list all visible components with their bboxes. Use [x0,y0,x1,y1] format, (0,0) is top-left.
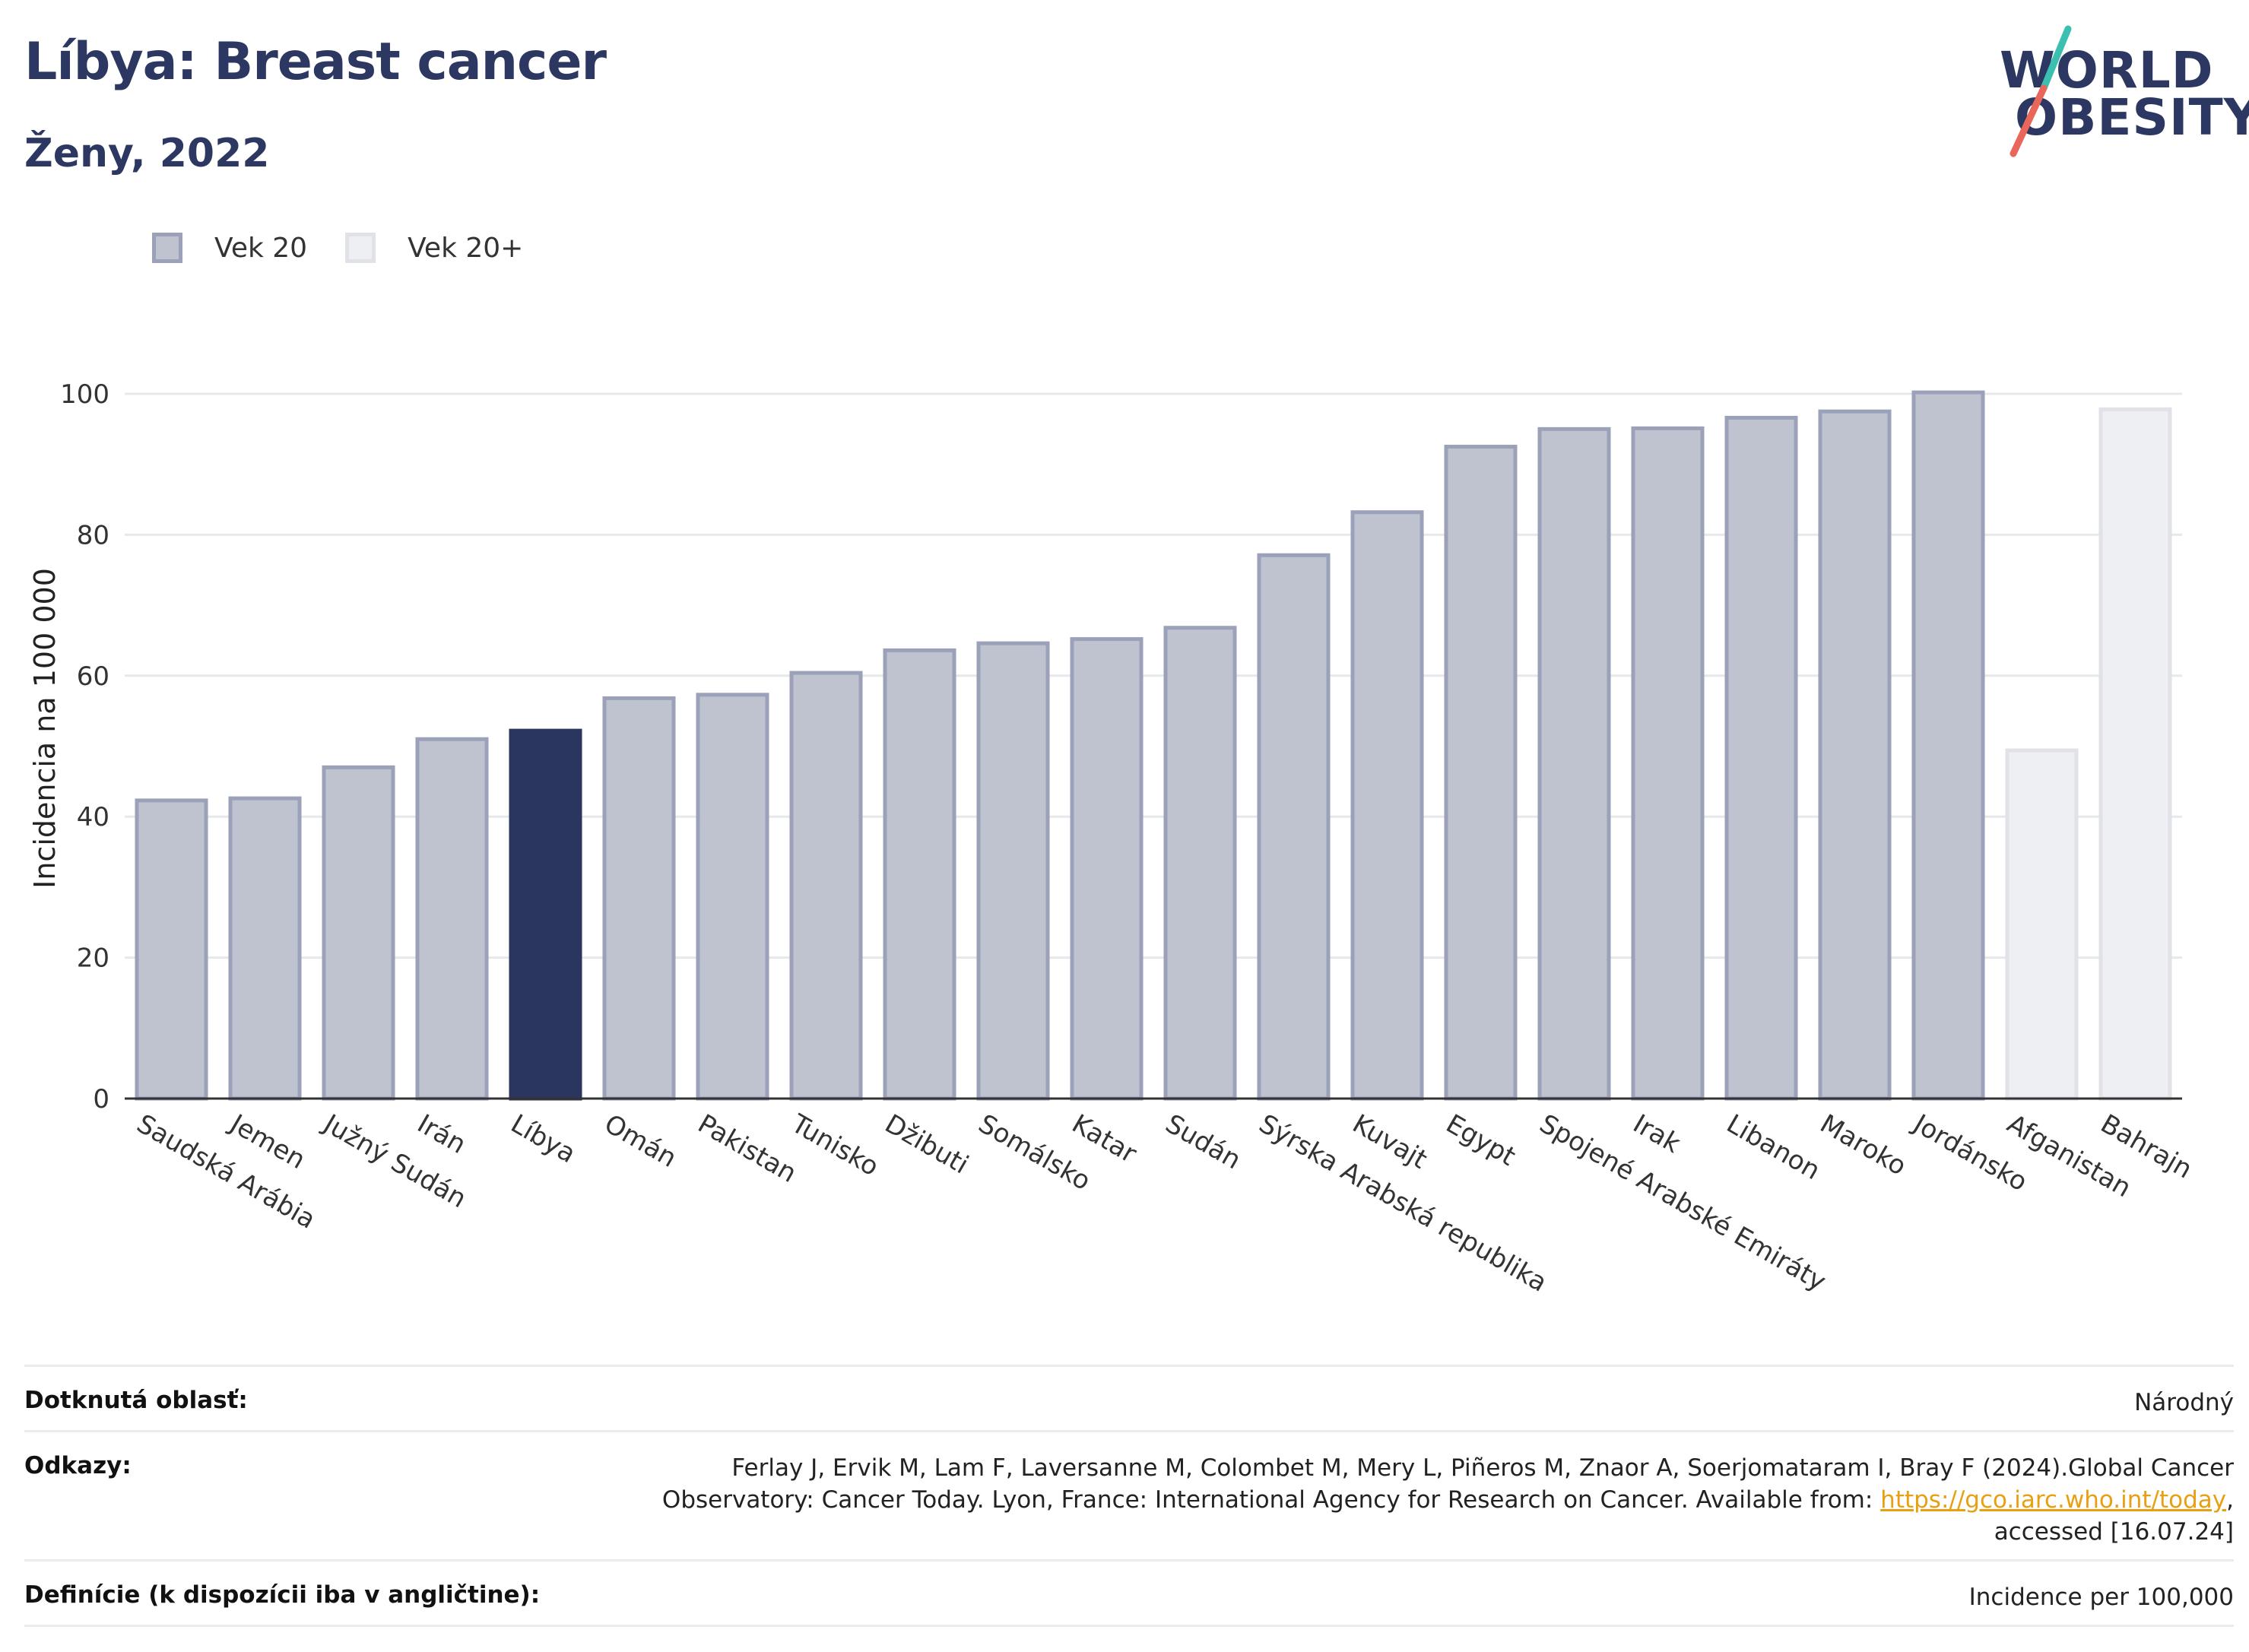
x-tick-label: Libanon [1721,1108,1826,1186]
reference-line-2-text: Observatory: Cancer Today. Lyon, France:… [661,1486,1881,1514]
reference-line-3: accessed [16.07.24] [1994,1518,2234,1546]
world-obesity-logo: WORLD OBESITY [1992,23,2249,160]
x-tick-label: Pakistan [693,1108,801,1189]
legend-label-vek-20-plus: Vek 20+ [408,232,524,264]
reference-link[interactable]: https://gco.iarc.who.int/today [1880,1486,2227,1514]
x-tick-label: Sudán [1160,1108,1246,1175]
bar-egypt[interactable] [1444,445,1518,1101]
x-tick-label: Líbya [506,1108,581,1169]
bar-somálsko[interactable] [976,641,1050,1101]
logo-line-2: OBESITY [2015,88,2249,147]
info-row-area: Dotknutá oblasť: Národný [24,1365,2234,1430]
y-tick-label: 0 [93,1084,109,1115]
bar-maroko[interactable] [1818,409,1892,1101]
bar-líbya[interactable] [509,728,582,1101]
info-key-definitions: Definície (k dispozícii iba v angličtine… [24,1581,541,1609]
bar-saudská-arábia[interactable] [135,798,208,1101]
info-key-references: Odkazy: [24,1452,132,1479]
reference-line-2-end: , [2226,1486,2234,1514]
x-tick-label: Irán [412,1108,471,1160]
logo-slash-icon [2010,25,2072,157]
bar-kuvajt[interactable] [1350,510,1424,1101]
x-tick-label: Tunisko [785,1108,883,1183]
info-value-references: Ferlay J, Ervik M, Lam F, Laversanne M, … [662,1432,2234,1559]
bar-afganistan[interactable] [2005,748,2079,1101]
x-tick-label: Maroko [1815,1108,1911,1181]
bar-sudán[interactable] [1163,626,1237,1101]
bar-džibuti[interactable] [883,648,956,1101]
reference-line-1: Ferlay J, Ervik M, Lam F, Laversanne M, … [731,1454,2234,1482]
bar-južný-sudán[interactable] [322,765,395,1101]
x-tick-label: Džibuti [880,1108,973,1180]
bar-tunisko[interactable] [789,671,863,1101]
y-tick-label: 100 [60,379,109,410]
legend-label-vek-20: Vek 20 [214,232,308,264]
info-key-area: Dotknutá oblasť: [24,1387,248,1414]
bar-katar[interactable] [1070,637,1144,1101]
page-subtitle: Ženy, 2022 [24,131,270,176]
y-tick-label: 80 [77,520,109,550]
y-tick-label: 60 [77,661,109,692]
x-tick-label: Irak [1628,1108,1686,1159]
bar-irak[interactable] [1631,426,1705,1101]
info-value-area: Národný [2134,1389,2234,1416]
bar-jemen[interactable] [228,796,302,1101]
legend-item-vek-20[interactable]: Vek 20 [152,233,307,264]
bar-irán[interactable] [415,737,489,1101]
legend: Vek 20 Vek 20+ [152,225,561,271]
bar-bahrajn[interactable] [2098,407,2172,1101]
y-axis-label: Incidencia na 100 000 [28,568,62,889]
bar-spojené-arabské-emiráty[interactable] [1537,426,1611,1101]
legend-swatch-vek-20-plus [345,233,376,263]
bar-libanon[interactable] [1724,416,1798,1101]
info-value-definitions: Incidence per 100,000 [1968,1584,2234,1611]
y-tick-label: 20 [77,943,109,974]
info-row-definitions: Definície (k dispozícii iba v angličtine… [24,1559,2234,1627]
bars [135,390,2172,1101]
bar-jordánsko[interactable] [1911,390,1985,1101]
bar-pakistan[interactable] [696,693,769,1101]
legend-item-vek-20-plus[interactable]: Vek 20+ [345,233,523,264]
y-tick-label: 40 [77,802,109,832]
x-tick-label: Omán [599,1108,682,1174]
info-table: Dotknutá oblasť: Národný Odkazy: Ferlay … [24,1365,2234,1627]
bar-sýrska-arabská-republika[interactable] [1257,553,1331,1101]
reference-line-2: Observatory: Cancer Today. Lyon, France:… [662,1484,2234,1516]
logo-line-1: WORLD [2000,41,2214,100]
y-axis: 0 20 40 60 80 100 [60,379,109,1115]
info-row-references: Odkazy: Ferlay J, Ervik M, Lam F, Lavers… [24,1430,2234,1559]
x-tick-label: Egypt [1441,1108,1521,1172]
legend-swatch-vek-20 [152,233,182,263]
page-title: Líbya: Breast cancer [24,32,607,92]
bar-omán[interactable] [602,696,676,1101]
